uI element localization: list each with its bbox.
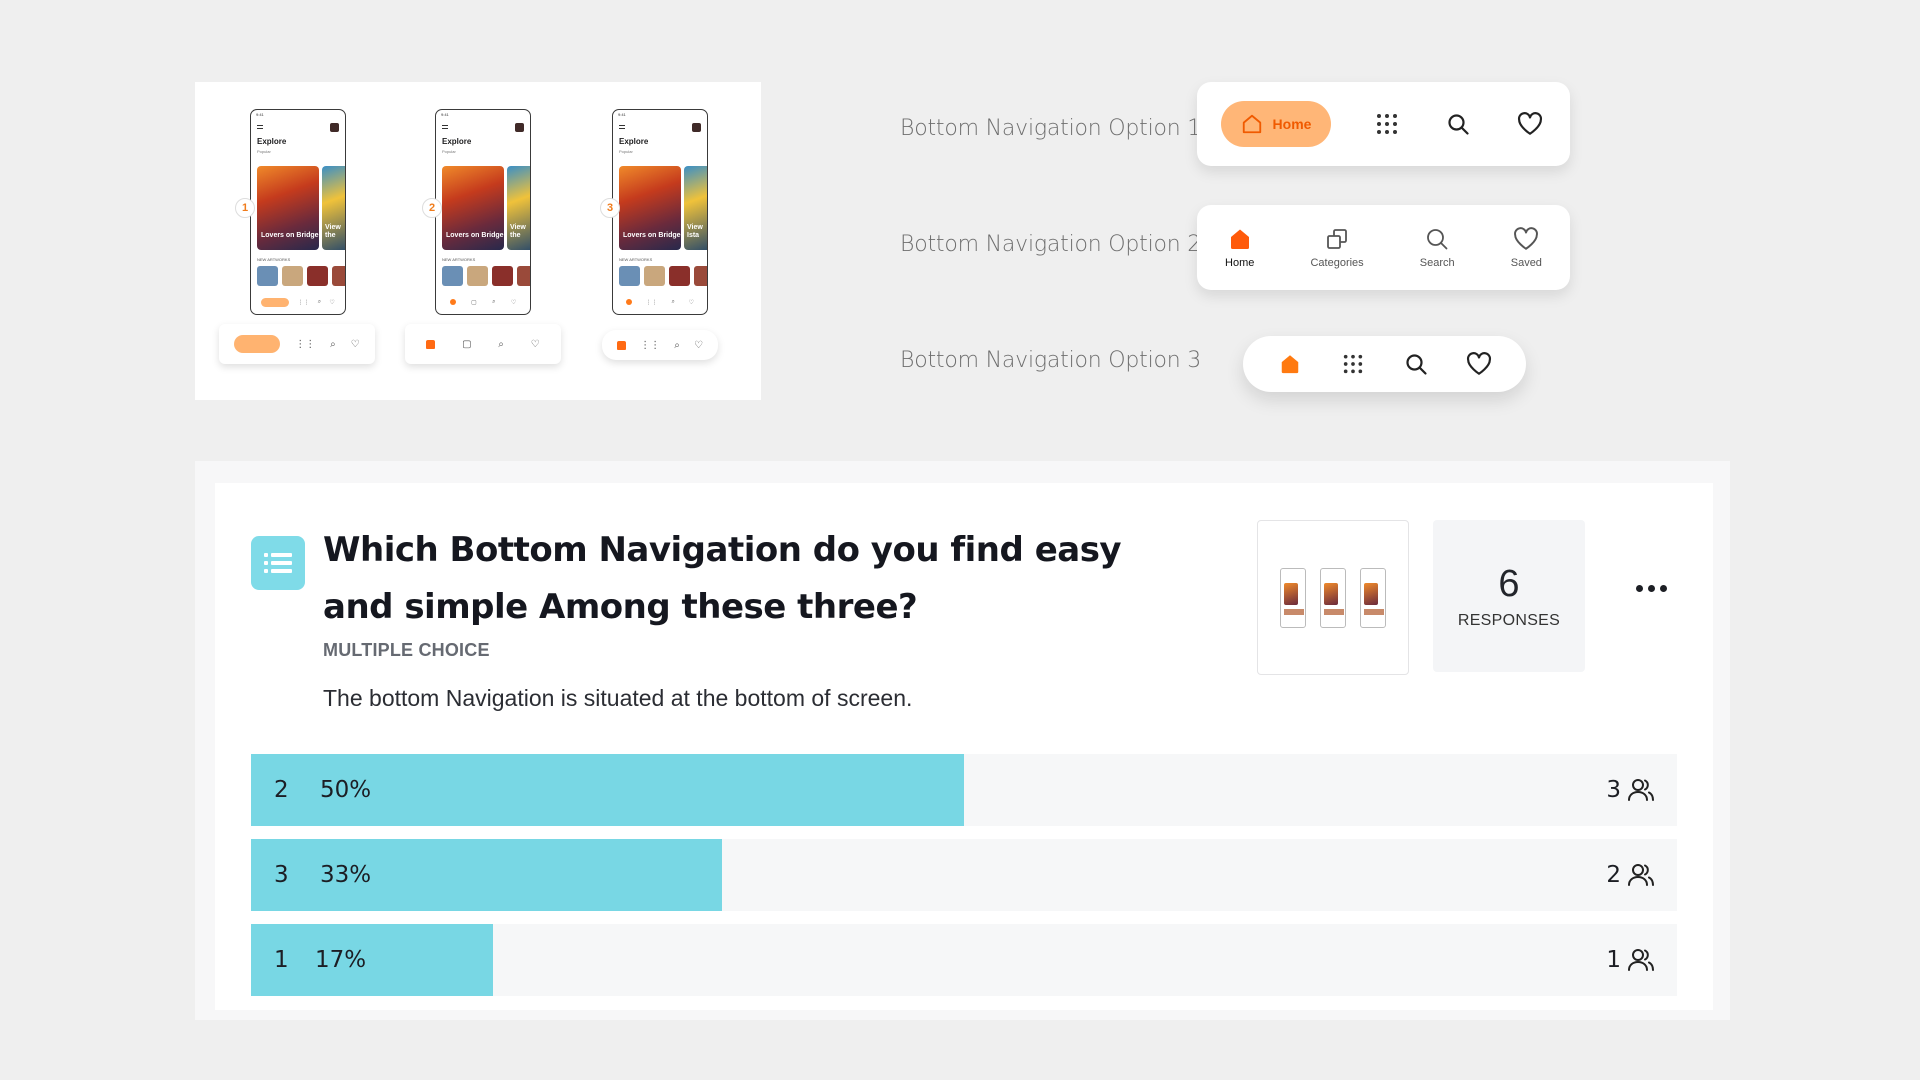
home-filled-icon bbox=[1282, 355, 1299, 374]
preview-image: 9:41 Explore Popular Lovers on Bridge Vi… bbox=[195, 82, 761, 400]
option-badge: 3 bbox=[600, 198, 620, 218]
categories-icon bbox=[1327, 228, 1347, 249]
option-badge: 2 bbox=[422, 198, 442, 218]
option-badge: 1 bbox=[235, 198, 255, 218]
search-button[interactable] bbox=[1400, 348, 1432, 380]
card-title: Lovers on Bridge bbox=[623, 232, 681, 239]
card-title: View Ista bbox=[687, 224, 703, 239]
search-button[interactable] bbox=[1442, 108, 1474, 140]
phone-tab: Popular bbox=[619, 149, 633, 154]
result-bar bbox=[251, 924, 494, 996]
mini-nav-3: ⋮⋮ ⌕ ♡ bbox=[602, 330, 718, 360]
nav-item-home[interactable]: Home bbox=[1225, 227, 1254, 269]
question-image-thumbnail[interactable] bbox=[1257, 520, 1409, 675]
section-label: NEW ARTWORKS bbox=[619, 257, 653, 262]
card-title: Lovers on Bridge bbox=[446, 232, 504, 239]
nav-item-search-label: Search bbox=[1419, 256, 1455, 269]
multiple-choice-icon bbox=[251, 536, 305, 590]
phone-title: Explore bbox=[619, 137, 649, 146]
bottom-nav-option-1: Home bbox=[1197, 82, 1570, 166]
question-description: The bottom Navigation is situated at the… bbox=[323, 685, 913, 711]
result-row: 3 33% 2 bbox=[251, 839, 1677, 911]
phone-mockup-2: 9:41 Explore Popular Lovers on Bridge Vi… bbox=[435, 109, 531, 315]
responses-summary: 6 RESPONSES bbox=[1433, 520, 1585, 672]
nav-item-saved-label: Saved bbox=[1510, 256, 1542, 269]
heart-icon bbox=[1514, 226, 1539, 250]
users-icon bbox=[1628, 949, 1654, 971]
nav-item-saved[interactable]: Saved bbox=[1510, 226, 1542, 269]
heart-icon bbox=[1466, 352, 1491, 375]
home-filled-icon bbox=[1230, 229, 1249, 249]
option-3-label: Bottom Navigation Option 3 bbox=[900, 348, 1202, 373]
result-option: 3 bbox=[274, 862, 289, 888]
home-button[interactable] bbox=[1274, 348, 1306, 380]
card-title: Lovers on Bridge bbox=[261, 232, 319, 239]
grid-icon bbox=[1376, 114, 1397, 134]
responses-count: 6 bbox=[1498, 562, 1520, 605]
users-icon bbox=[1628, 779, 1654, 801]
nav-item-search[interactable]: Search bbox=[1420, 227, 1455, 269]
question-title: Which Bottom Navigation do you find easy… bbox=[323, 530, 1122, 627]
grid-icon bbox=[1343, 354, 1363, 374]
result-option: 1 bbox=[274, 947, 289, 973]
result-percent: 17% bbox=[315, 947, 367, 973]
mini-nav-2: ▢ ⌕ ♡ bbox=[405, 324, 561, 364]
result-row: 1 17% 1 bbox=[251, 924, 1677, 996]
phone-tab: Popular bbox=[442, 149, 456, 154]
search-icon bbox=[1427, 228, 1448, 249]
bottom-nav-option-3 bbox=[1243, 336, 1526, 392]
card-title: View the bbox=[325, 224, 341, 239]
mini-nav-1: ⋮⋮ ⌕ ♡ bbox=[219, 324, 375, 364]
phone-tab: Popular bbox=[257, 149, 271, 154]
result-option: 2 bbox=[274, 777, 289, 803]
search-icon bbox=[1448, 114, 1469, 135]
phone-mockup-3: 9:41 Explore Popular Lovers on Bridge Vi… bbox=[612, 109, 708, 315]
result-count: 2 bbox=[1606, 862, 1621, 888]
heart-icon bbox=[1517, 112, 1542, 135]
result-percent: 50% bbox=[320, 777, 372, 803]
more-dots-icon bbox=[1636, 585, 1643, 592]
grid-button[interactable] bbox=[1337, 348, 1369, 380]
card-title: View the bbox=[510, 224, 526, 239]
result-count: 1 bbox=[1606, 947, 1621, 973]
home-tab[interactable]: Home bbox=[1221, 101, 1331, 147]
search-icon bbox=[1406, 354, 1427, 375]
result-row: 2 50% 3 bbox=[251, 754, 1677, 826]
more-options-button[interactable] bbox=[1636, 585, 1667, 592]
phone-title: Explore bbox=[442, 137, 472, 146]
phone-mockup-1: 9:41 Explore Popular Lovers on Bridge Vi… bbox=[250, 109, 346, 315]
option-2-label: Bottom Navigation Option 2 bbox=[900, 232, 1202, 257]
result-count: 3 bbox=[1606, 777, 1621, 803]
home-tab-label: Home bbox=[1272, 116, 1312, 132]
question-type: MULTIPLE CHOICE bbox=[323, 640, 490, 660]
phone-title: Explore bbox=[257, 137, 287, 146]
users-icon bbox=[1628, 864, 1654, 886]
home-icon bbox=[1242, 114, 1261, 134]
section-label: NEW ARTWORKS bbox=[257, 257, 291, 262]
saved-button[interactable] bbox=[1463, 348, 1495, 380]
option-1-label: Bottom Navigation Option 1 bbox=[900, 116, 1202, 141]
nav-item-categories[interactable]: Categories bbox=[1310, 227, 1364, 269]
bottom-nav-option-2: Home Categories Search Saved bbox=[1197, 205, 1570, 290]
result-percent: 33% bbox=[320, 862, 372, 888]
result-bar bbox=[251, 839, 722, 911]
saved-button[interactable] bbox=[1514, 108, 1546, 140]
section-label: NEW ARTWORKS bbox=[442, 257, 476, 262]
result-bar bbox=[251, 754, 964, 826]
nav-item-home-label: Home bbox=[1225, 256, 1255, 269]
responses-label: RESPONSES bbox=[1457, 611, 1561, 629]
nav-item-categories-label: Categories bbox=[1310, 256, 1364, 269]
grid-button[interactable] bbox=[1371, 108, 1403, 140]
avatar bbox=[330, 123, 339, 132]
